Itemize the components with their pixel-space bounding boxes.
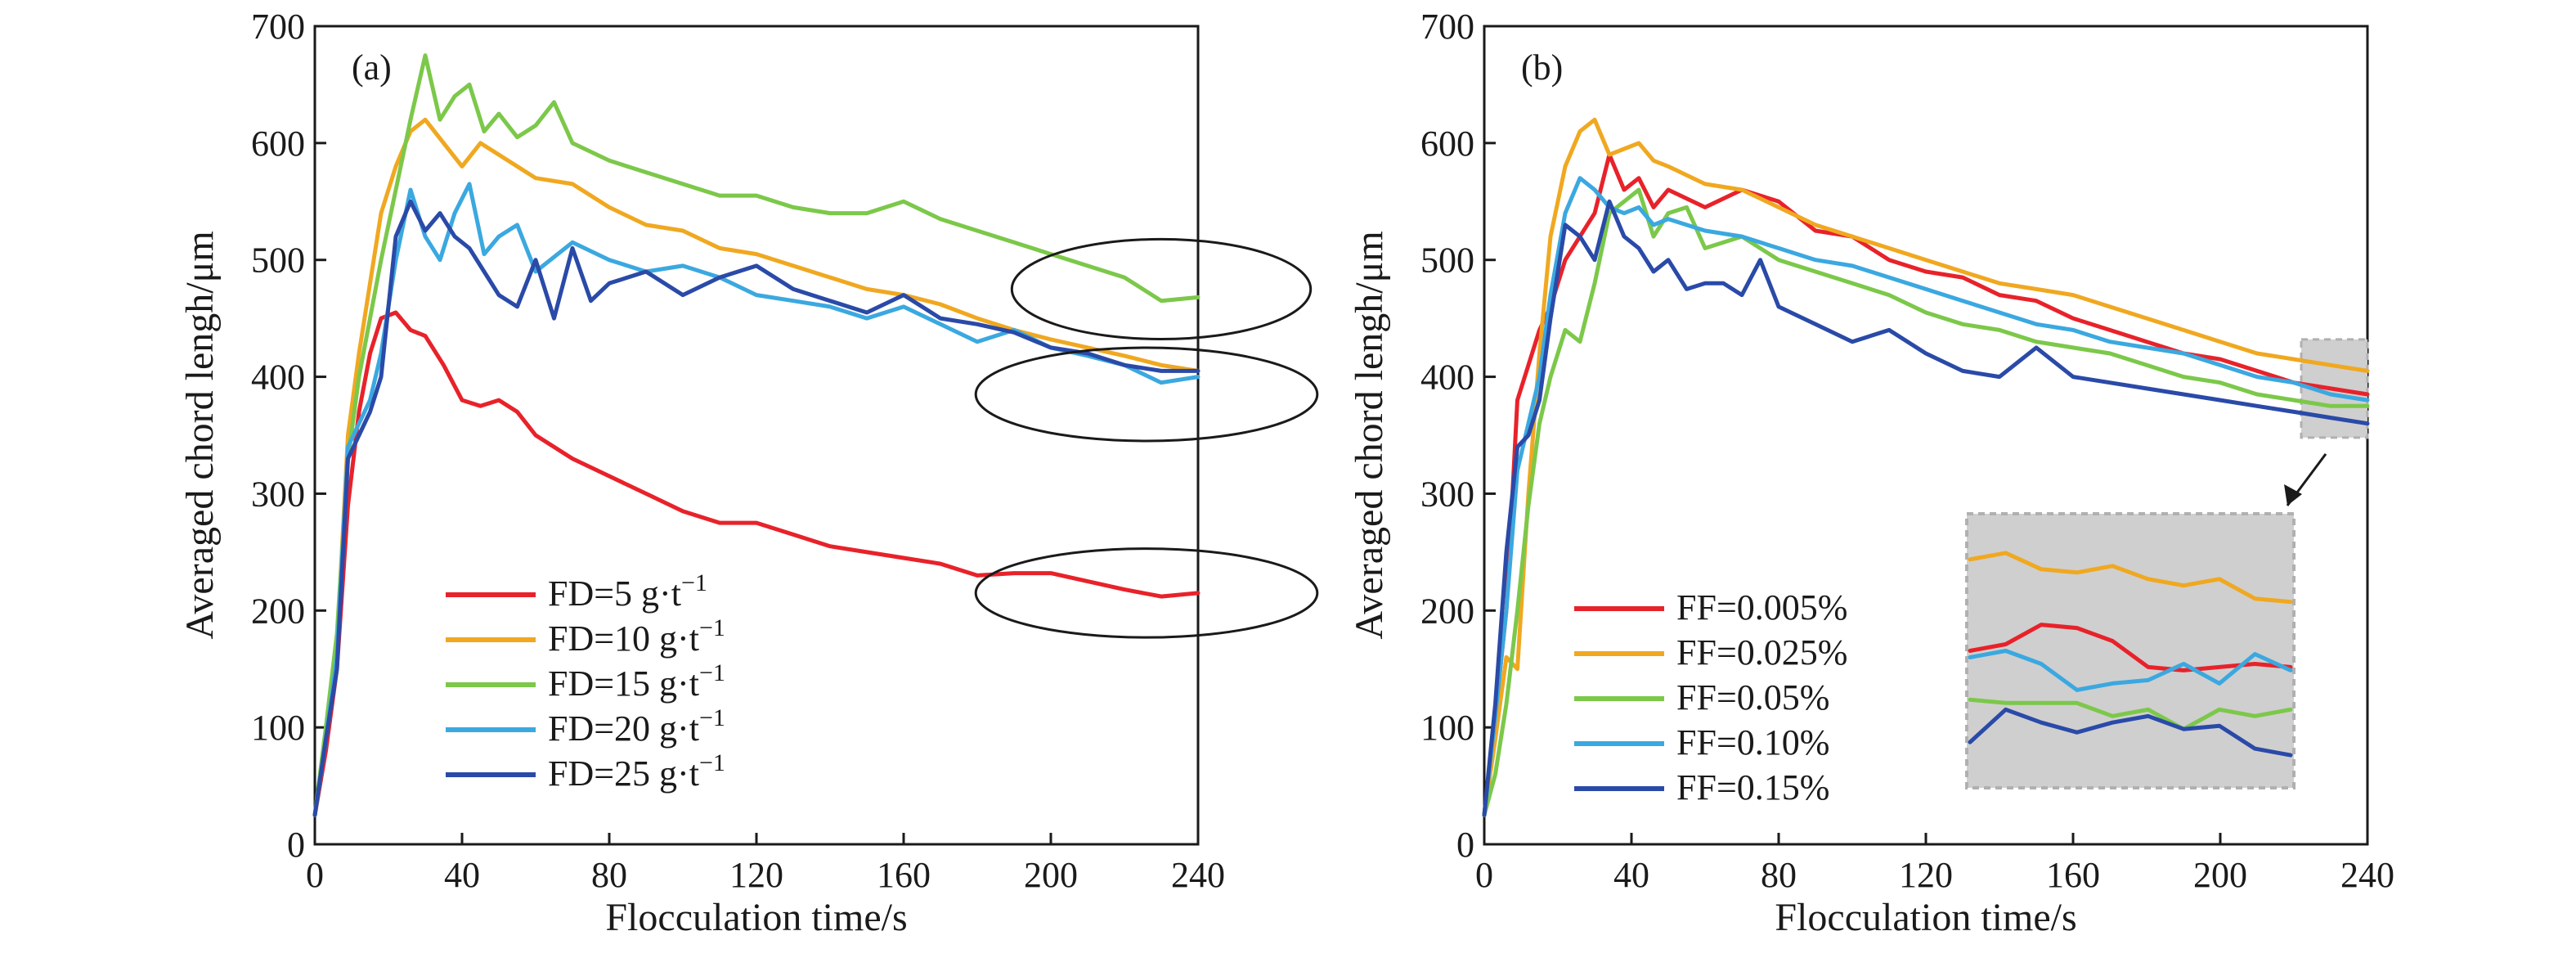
legend-label: FD=5 g·t−1 (548, 569, 707, 614)
x-tick-label: 240 (1171, 855, 1225, 895)
legend-label: FD=15 g·t−1 (548, 659, 725, 704)
series-line-2 (312, 117, 1200, 817)
x-tick-label: 120 (1899, 855, 1953, 895)
x-tick-label: 0 (1475, 855, 1493, 895)
x-tick-label: 240 (2340, 855, 2394, 895)
legend-label-text: FD=5 g·t (548, 573, 681, 614)
series-line-4 (1482, 176, 2370, 817)
highlight-ellipse (974, 346, 1319, 443)
inset-panel (1965, 512, 2296, 789)
y-tick-label: 200 (251, 591, 305, 631)
x-axis-title: Flocculation time/s (605, 896, 907, 939)
y-tick-label: 400 (1420, 358, 1474, 398)
inset-series-line-4 (1968, 649, 2293, 692)
series-line-5 (312, 199, 1200, 817)
legend-label: FF=0.05% (1676, 677, 1829, 717)
legend-label-superscript: −1 (681, 569, 707, 596)
x-tick-label: 160 (877, 855, 931, 895)
chart-panel-b: 0 40 80 120 160 200 240 0 100 200 300 400 500 600 700 F… (1348, 7, 2394, 939)
y-axis-title: Averaged chord lengh/μm (1348, 231, 1391, 639)
legend-label-superscript: −1 (699, 704, 725, 731)
inset-series-line-5 (1968, 707, 2293, 758)
y-tick-label: 0 (287, 825, 305, 865)
y-tick-label: 600 (251, 124, 305, 164)
series-line-5 (1482, 199, 2370, 817)
series-line-3 (312, 53, 1200, 817)
legend-label: FD=20 g·t−1 (548, 704, 725, 749)
series-line-1 (1482, 152, 2370, 817)
x-tick-label: 0 (306, 855, 324, 895)
y-tick-label: 700 (251, 7, 305, 47)
highlight-ellipse (974, 547, 1319, 639)
legend-label: FF=0.10% (1676, 722, 1829, 762)
panel-label: (b) (1521, 47, 1563, 88)
y-tick-label: 0 (1456, 825, 1474, 865)
x-tick-label: 80 (591, 855, 627, 895)
legend-label-superscript: −1 (699, 614, 725, 641)
legend-label-superscript: −1 (699, 749, 725, 776)
x-tick-label: 120 (729, 855, 783, 895)
y-tick-label: 100 (251, 708, 305, 748)
zoom-arrow-head (2284, 484, 2302, 506)
series-line-1 (312, 310, 1200, 817)
legend-label-text: FD=15 g·t (548, 663, 699, 704)
y-tick-label: 700 (1420, 7, 1474, 47)
legend-label-text: FF=0.05% (1676, 677, 1829, 717)
y-tick-label: 500 (1420, 241, 1474, 281)
panel-label: (a) (352, 47, 392, 88)
x-tick-label: 40 (1613, 855, 1649, 895)
legend-label: FF=0.005% (1676, 587, 1847, 627)
y-tick-label: 500 (251, 241, 305, 281)
y-axis-title: Averaged chord lengh/μm (178, 231, 222, 639)
x-tick-label: 160 (2046, 855, 2100, 895)
y-tick-label: 100 (1420, 708, 1474, 748)
legend-label-text: FD=25 g·t (548, 753, 699, 794)
legend-label-text: FF=0.025% (1676, 632, 1847, 672)
x-tick-label: 40 (444, 855, 480, 895)
legend-label-text: FD=10 g·t (548, 618, 699, 659)
legend-label: FD=10 g·t−1 (548, 614, 725, 659)
highlight-ellipse (1010, 237, 1313, 340)
series-line-2 (1482, 117, 2370, 817)
legend-label-superscript: −1 (699, 659, 725, 686)
inset-series-line-2 (1968, 551, 2293, 605)
y-tick-label: 300 (251, 474, 305, 514)
inset-series-line-3 (1968, 697, 2293, 731)
legend-label: FF=0.15% (1676, 767, 1829, 807)
y-tick-label: 300 (1420, 474, 1474, 514)
legend-label: FF=0.025% (1676, 632, 1847, 672)
x-tick-label: 200 (1024, 855, 1078, 895)
legend-label: FD=25 g·t−1 (548, 749, 725, 794)
inset-series-line-1 (1968, 623, 2293, 672)
x-axis-title: Flocculation time/s (1775, 896, 2076, 939)
legend-label-text: FF=0.005% (1676, 587, 1847, 627)
x-tick-label: 200 (2193, 855, 2247, 895)
legend-label-text: FF=0.15% (1676, 767, 1829, 807)
y-tick-label: 600 (1420, 124, 1474, 164)
legend-label-text: FF=0.10% (1676, 722, 1829, 762)
y-tick-label: 200 (1420, 591, 1474, 631)
y-tick-label: 400 (251, 358, 305, 398)
series-line-4 (312, 182, 1200, 817)
legend-label-text: FD=20 g·t (548, 708, 699, 749)
x-tick-label: 80 (1761, 855, 1797, 895)
chart-panel-a: 0 40 80 120 160 200 240 0 100 200 300 400 500 600 700 F… (178, 7, 1319, 939)
